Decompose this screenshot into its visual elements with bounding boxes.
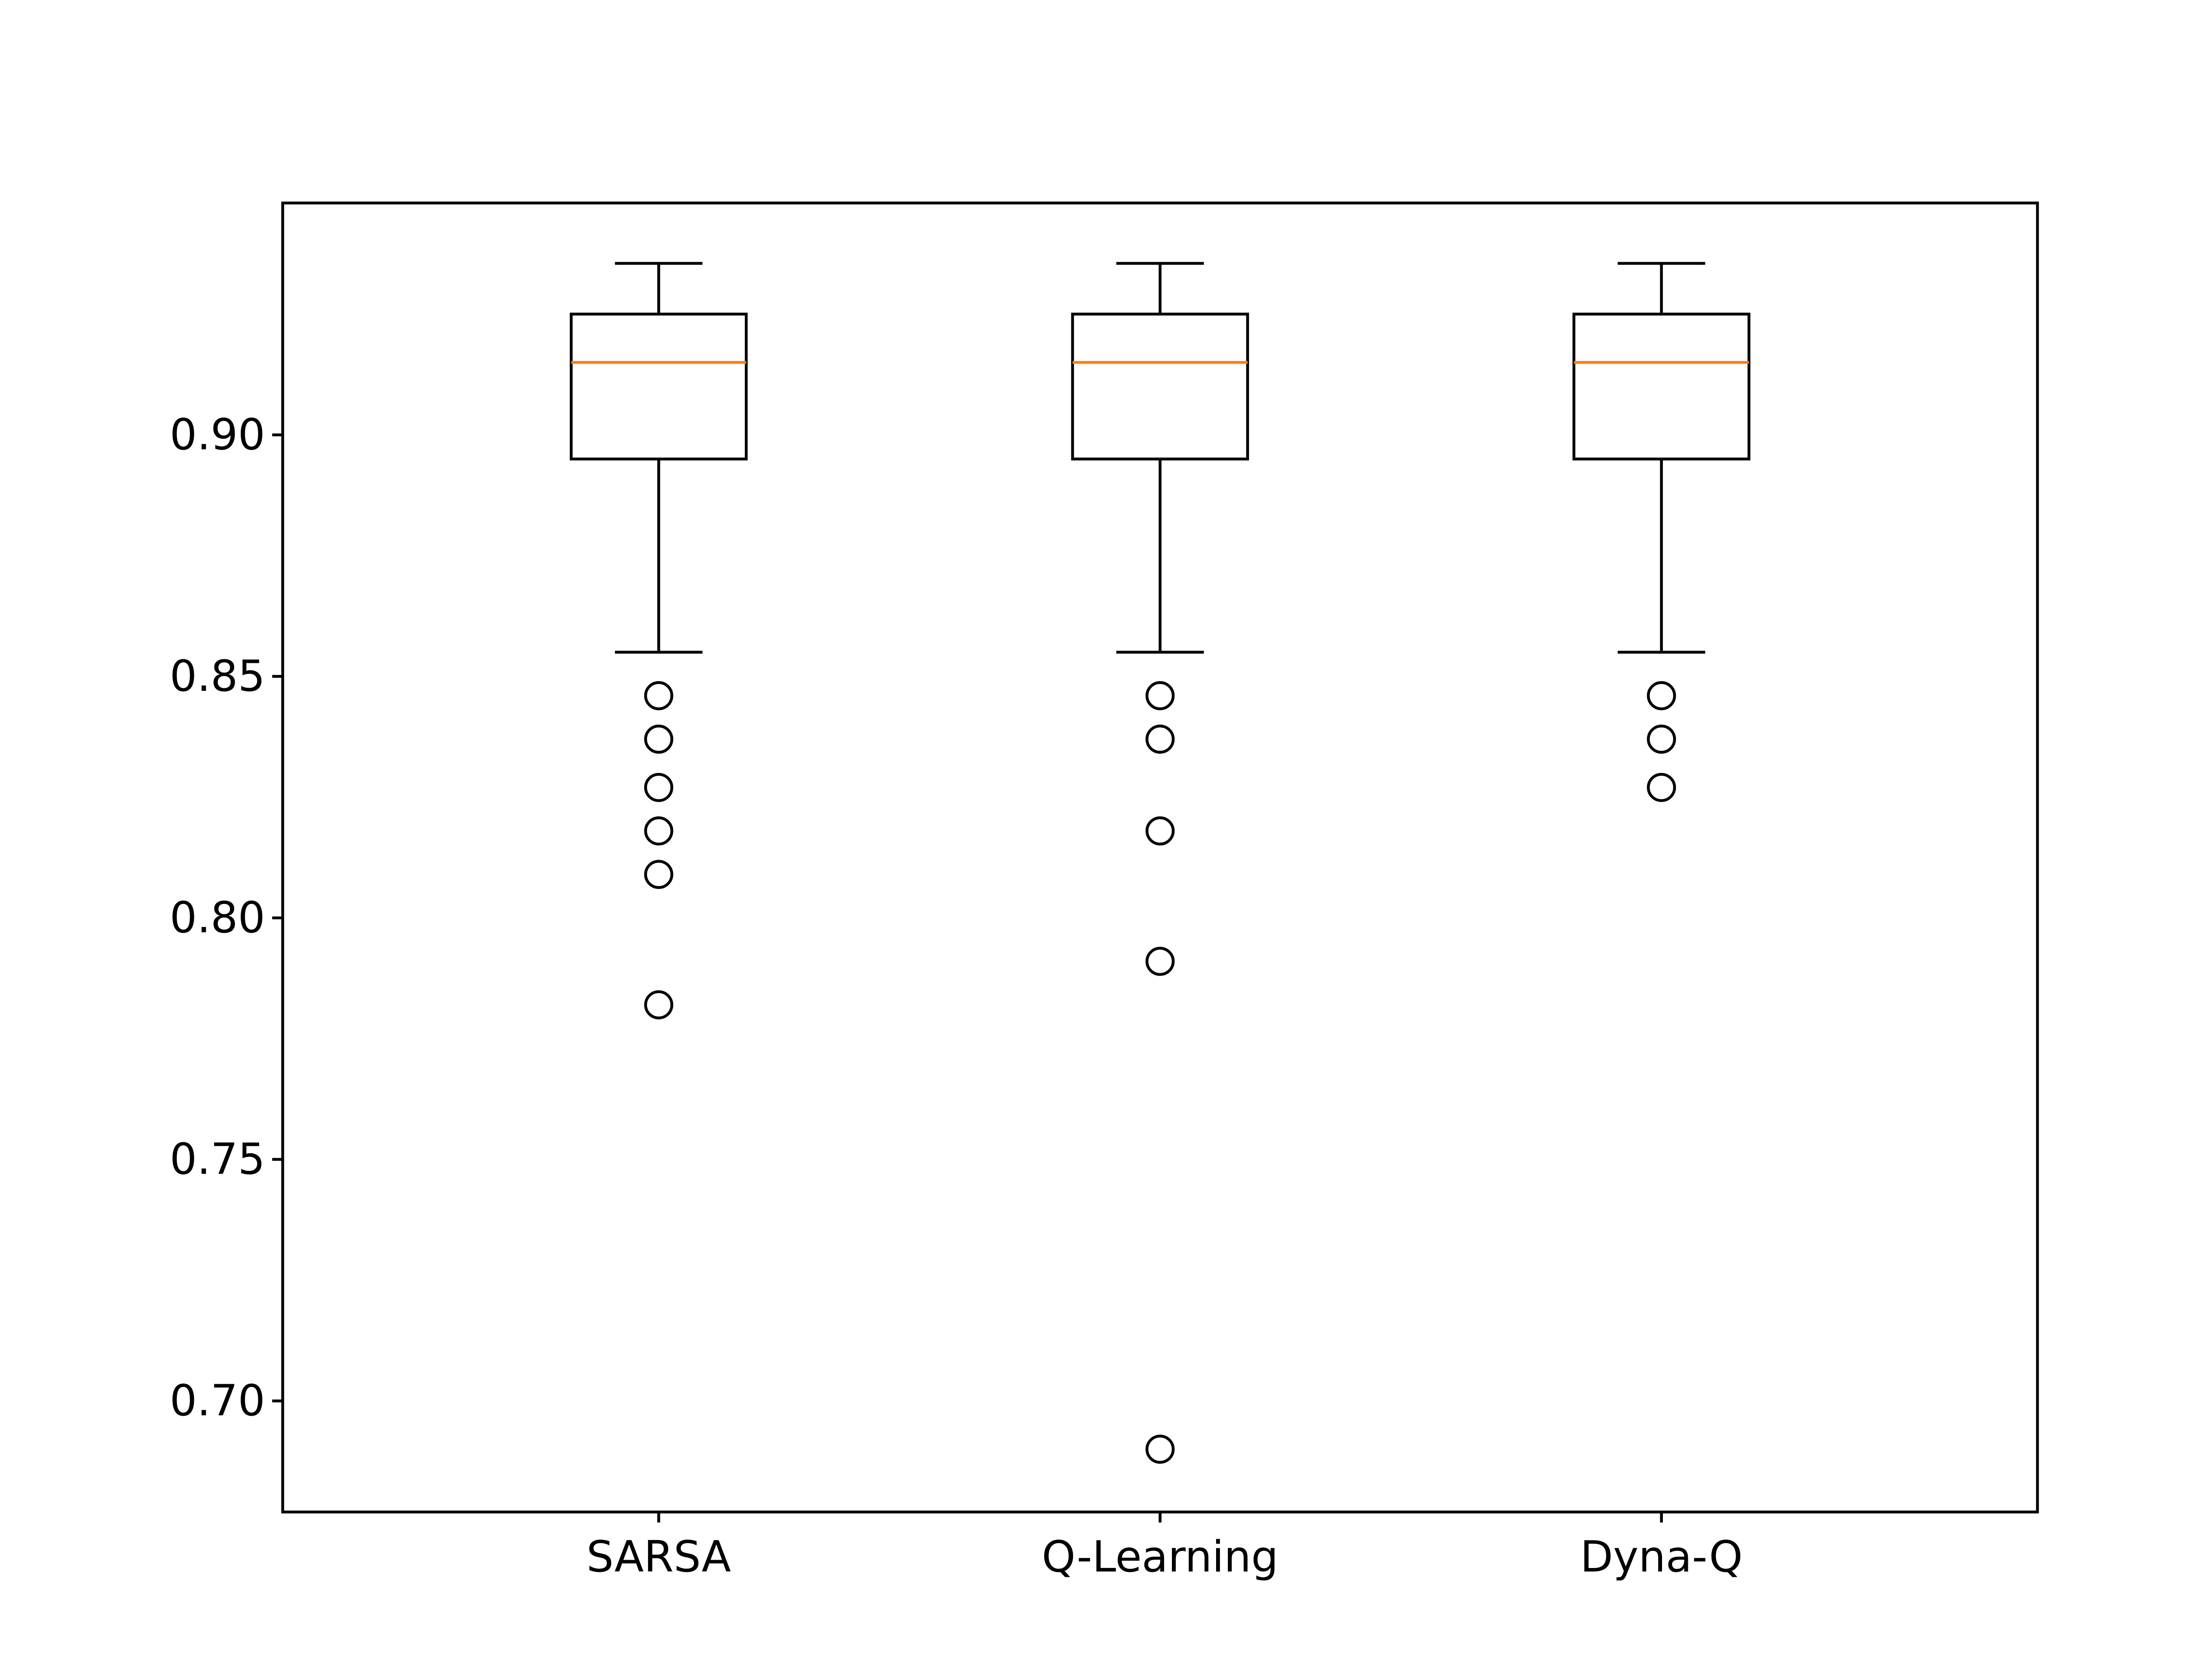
x-tick-label: Q-Learning bbox=[1042, 1532, 1279, 1582]
outlier-point bbox=[644, 860, 673, 889]
x-tick-label: SARSA bbox=[586, 1532, 731, 1582]
outlier-point bbox=[1145, 947, 1175, 976]
outlier-point bbox=[644, 681, 673, 710]
y-tick-label: 0.70 bbox=[170, 1376, 265, 1426]
outlier-point bbox=[644, 724, 673, 754]
outlier-point bbox=[1647, 724, 1676, 754]
outlier-point bbox=[1145, 681, 1175, 710]
box-iqr bbox=[1572, 312, 1750, 461]
outlier-point bbox=[1647, 773, 1676, 802]
outlier-point bbox=[1145, 816, 1175, 846]
y-tick-label: 0.80 bbox=[170, 893, 265, 943]
y-tick-label: 0.85 bbox=[170, 651, 265, 701]
outlier-point bbox=[644, 773, 673, 802]
y-tick-label: 0.90 bbox=[170, 410, 265, 460]
plot-area: 0.70 0.75 0.80 0.85 0.90 SARSA Q-Learning Dyna-… bbox=[170, 201, 2039, 1582]
axes-frame bbox=[281, 201, 2039, 1514]
outlier-point bbox=[644, 990, 673, 1019]
box-iqr bbox=[570, 312, 748, 461]
x-tick-label: Dyna-Q bbox=[1580, 1532, 1743, 1582]
outlier-point bbox=[1145, 1435, 1175, 1464]
outlier-point bbox=[1647, 681, 1676, 710]
box-iqr bbox=[1071, 312, 1249, 461]
outlier-point bbox=[1145, 724, 1175, 754]
y-tick-label: 0.75 bbox=[170, 1134, 265, 1184]
outlier-point bbox=[644, 816, 673, 846]
